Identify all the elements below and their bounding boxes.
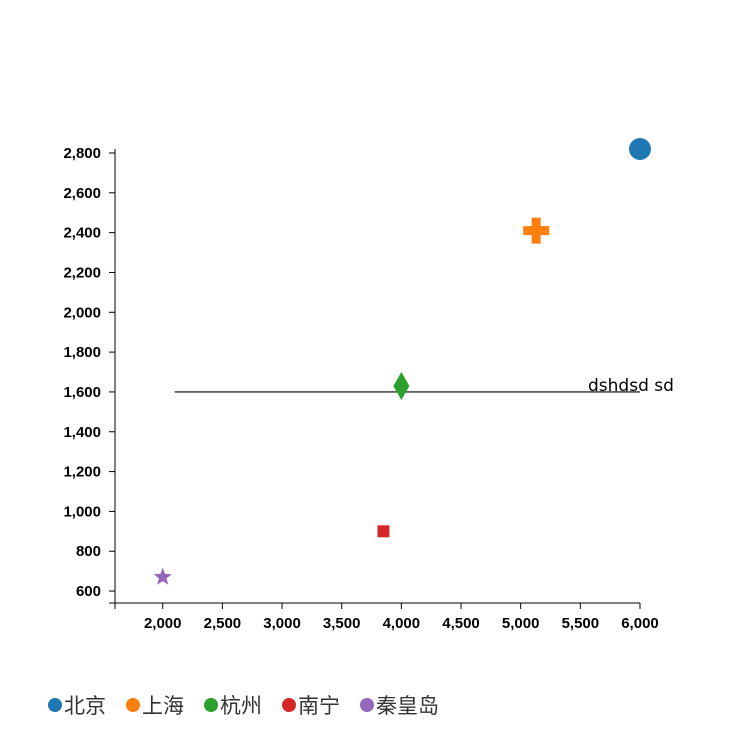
data-point-square	[377, 525, 390, 538]
y-tick-label: 2,200	[63, 264, 101, 281]
y-tick-label: 2,400	[63, 225, 101, 242]
legend: 北京 上海 杭州 南宁 秦皇岛	[48, 690, 439, 720]
y-tick-label: 2,000	[63, 304, 101, 321]
legend-label: 上海	[142, 694, 184, 718]
y-tick-label: 1,400	[63, 424, 101, 441]
legend-item[interactable]: 上海	[126, 690, 184, 720]
legend-swatch	[282, 698, 296, 712]
data-point-circle	[629, 138, 651, 160]
y-tick-label: 1,800	[63, 344, 101, 361]
data-point-star	[153, 567, 172, 585]
legend-item[interactable]: 南宁	[282, 690, 340, 720]
reference-line-label: dshdsd sd	[588, 376, 674, 396]
x-tick-label: 3,000	[263, 615, 301, 632]
x-tick-label: 6,000	[621, 615, 659, 632]
legend-swatch	[126, 698, 140, 712]
legend-item[interactable]: 北京	[48, 690, 106, 720]
data-point-cross	[523, 217, 550, 244]
x-tick-label: 2,500	[204, 615, 242, 632]
legend-label: 杭州	[220, 694, 262, 718]
x-tick-label: 4,000	[383, 615, 421, 632]
legend-label: 南宁	[298, 694, 340, 718]
y-tick-label: 2,600	[63, 185, 101, 202]
x-tick-label: 5,500	[562, 615, 600, 632]
y-tick-label: 1,000	[63, 503, 101, 520]
x-tick-label: 3,500	[323, 615, 361, 632]
x-tick-label: 5,000	[502, 615, 540, 632]
legend-swatch	[204, 698, 218, 712]
x-tick-label: 4,500	[442, 615, 480, 632]
y-tick-label: 1,200	[63, 464, 101, 481]
legend-swatch	[360, 698, 374, 712]
legend-label: 秦皇岛	[376, 694, 439, 718]
legend-swatch	[48, 698, 62, 712]
legend-item[interactable]: 秦皇岛	[360, 690, 439, 720]
y-tick-label: 800	[76, 543, 101, 560]
y-tick-label: 600	[76, 583, 101, 600]
y-tick-label: 2,800	[63, 145, 101, 162]
legend-item[interactable]: 杭州	[204, 690, 262, 720]
x-tick-label: 2,000	[144, 615, 182, 632]
legend-label: 北京	[64, 694, 106, 718]
y-tick-label: 1,600	[63, 384, 101, 401]
data-point-diamond	[393, 371, 410, 400]
